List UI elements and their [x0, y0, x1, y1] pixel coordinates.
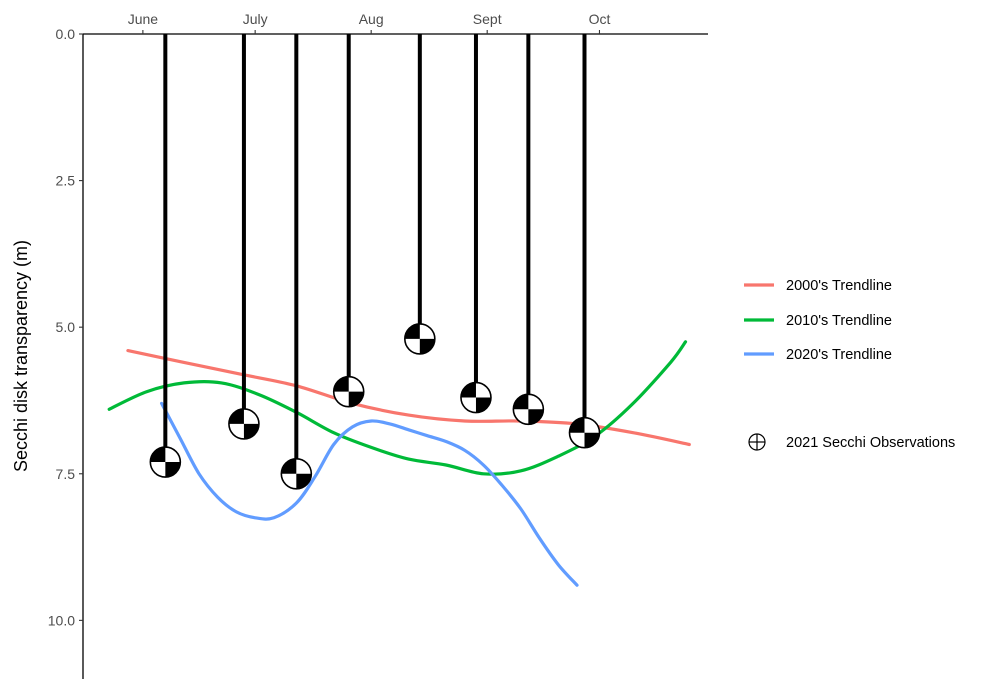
disk-quadrant [475, 397, 491, 413]
y-tick-label: 0.0 [56, 26, 76, 42]
disk-quadrant [513, 394, 529, 410]
y-axis-title: Secchi disk transparency (m) [11, 240, 31, 472]
disk-quadrant [528, 409, 544, 425]
disk-quadrant [165, 462, 181, 478]
trendline-2 [107, 340, 688, 476]
x-tick-label: Aug [359, 11, 384, 27]
observation-disk [332, 375, 365, 408]
disk-quadrant [569, 417, 585, 433]
disk-quadrant [228, 408, 244, 424]
legend-label-3: 2020's Trendline [786, 347, 892, 363]
legend-label-observations: 2021 Secchi Observations [786, 435, 955, 451]
disk-quadrant [243, 423, 259, 439]
y-tick-label: 2.5 [56, 173, 76, 189]
legend-label-1: 2000's Trendline [786, 278, 892, 294]
y-tick-label: 10.0 [48, 612, 75, 628]
disk-quadrant [404, 323, 420, 339]
observation-disk [228, 408, 260, 440]
disk-quadrant [419, 338, 435, 354]
disk-quadrant [460, 382, 476, 398]
disk-quadrant [150, 447, 166, 463]
observation-disk [568, 416, 601, 449]
observation-disk [280, 457, 313, 490]
x-tick-label: Oct [589, 11, 611, 27]
y-tick-label: 5.0 [56, 319, 76, 335]
x-tick-label: June [128, 11, 159, 27]
observation-disk [512, 393, 545, 426]
x-tick-label: July [243, 11, 268, 27]
disk-quadrant [333, 376, 349, 392]
observation-disk [460, 381, 492, 414]
y-tick-label: 7.5 [56, 466, 76, 482]
observation-disk [149, 446, 182, 478]
observation-disk [404, 323, 436, 355]
legend-label-2: 2010's Trendline [786, 313, 892, 329]
disk-quadrant [584, 432, 600, 448]
disk-quadrant [348, 391, 364, 407]
disk-quadrant [281, 458, 297, 474]
disk-quadrant [296, 473, 312, 489]
x-tick-label: Sept [473, 11, 502, 27]
legend-key-observations [748, 433, 766, 451]
trendline-3 [160, 401, 579, 587]
